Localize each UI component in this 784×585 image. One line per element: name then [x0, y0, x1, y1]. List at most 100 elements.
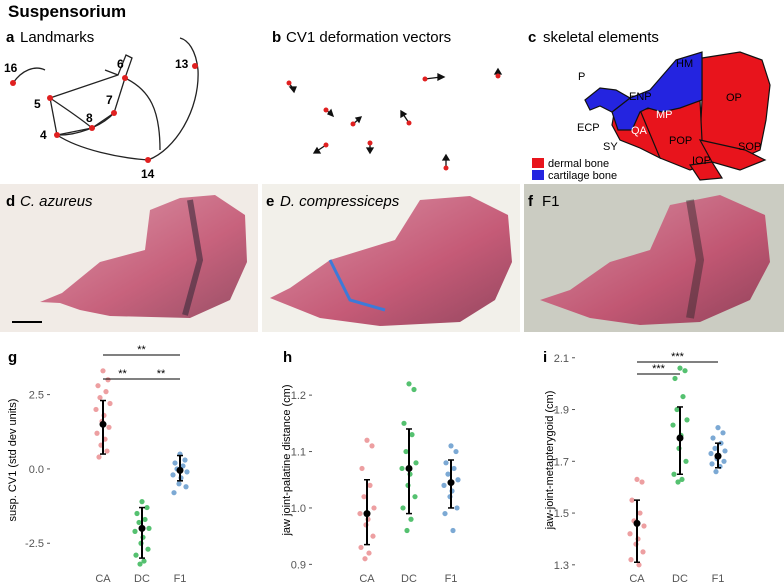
bones — [584, 51, 771, 181]
data-point — [145, 546, 151, 552]
data-point — [103, 389, 109, 395]
y-tick-label: 2.1 — [554, 353, 569, 365]
data-point — [183, 484, 189, 490]
panel-b: b CV1 deformation vectors — [272, 29, 503, 171]
x-tick-label: DC — [672, 573, 688, 585]
y-axis-title: susp. CV1 (std dev units) — [7, 399, 19, 522]
data-point — [451, 465, 457, 472]
data-point — [364, 437, 370, 443]
data-point — [132, 528, 138, 534]
significance-label: *** — [652, 363, 666, 375]
x-tick-label: F1 — [174, 573, 187, 585]
data-point — [142, 516, 148, 523]
data-point — [403, 448, 409, 455]
data-point — [401, 420, 407, 426]
x-tick-label: DC — [401, 573, 417, 585]
data-point — [107, 400, 113, 407]
data-point — [408, 516, 414, 522]
significance-label: ** — [157, 368, 166, 380]
x-tick-label: F1 — [445, 573, 458, 585]
legend-label: cartilage bone — [548, 170, 617, 182]
data-point — [636, 562, 642, 568]
panel-letter: c — [528, 29, 536, 46]
data-point — [670, 422, 676, 428]
panel-letter: d — [6, 193, 15, 210]
panel-letter: a — [6, 29, 15, 46]
panel-letter: g — [8, 349, 17, 366]
data-point — [170, 472, 176, 478]
data-point — [369, 443, 375, 449]
data-point — [104, 448, 110, 454]
data-point — [675, 479, 681, 485]
data-point — [722, 448, 728, 454]
y-tick-label: 0.9 — [291, 559, 306, 571]
x-tick-label: F1 — [712, 573, 725, 585]
data-point — [139, 499, 145, 505]
x-tick-label: CA — [95, 573, 111, 585]
data-point — [453, 448, 459, 455]
legend-swatch — [532, 170, 544, 180]
data-point — [712, 445, 718, 451]
bone-label: IOP — [692, 155, 711, 167]
data-point — [708, 450, 714, 457]
landmark-label: 6 — [117, 57, 124, 71]
data-point — [448, 443, 454, 449]
data-point — [413, 460, 419, 466]
y-tick-label: 1.3 — [554, 560, 569, 572]
specimen — [540, 195, 770, 325]
mean-point — [714, 452, 722, 460]
panel-title: Landmarks — [20, 29, 94, 46]
data-point — [406, 381, 412, 387]
data-point — [680, 393, 686, 400]
specimen — [270, 196, 512, 326]
landmark-label: 7 — [106, 93, 113, 107]
data-point — [411, 386, 417, 393]
data-point — [361, 494, 367, 500]
data-point — [404, 527, 410, 534]
panel-a: a Landmarks 16 5 4 8 7 6 13 14 — [4, 29, 199, 181]
y-tick-label: 0.0 — [29, 464, 44, 476]
panel-e: e D. compressiceps — [262, 184, 520, 332]
data-point — [442, 510, 448, 517]
landmark-label: 16 — [4, 61, 18, 75]
data-point — [184, 469, 190, 475]
outline — [12, 37, 199, 161]
data-point — [672, 375, 678, 382]
data-point — [144, 504, 150, 511]
y-tick-label: 1.2 — [291, 390, 306, 402]
bone-label: ECP — [577, 122, 600, 134]
data-point — [362, 556, 368, 562]
legend-label: dermal bone — [548, 158, 609, 170]
bone-label: OP — [726, 92, 742, 104]
charts: g susp. CV1 (std dev units) -2.5 0.0 2.5 CA DC… — [7, 344, 728, 585]
mean-point — [405, 464, 413, 472]
panel-letter: e — [266, 193, 274, 210]
data-point — [133, 552, 139, 558]
data-point — [182, 457, 188, 463]
data-point — [134, 510, 140, 517]
panel-letter: h — [283, 349, 292, 366]
data-point — [399, 465, 405, 472]
data-point — [683, 458, 689, 464]
bone-label: HM — [676, 58, 693, 70]
data-point — [176, 481, 182, 487]
data-point — [409, 432, 415, 438]
data-point — [94, 430, 100, 436]
bone-labels: HM P ENP MP QA ECP SY POP OP SOP IOP — [577, 58, 761, 167]
data-point — [100, 368, 106, 374]
data-point — [172, 460, 178, 466]
data-point — [677, 365, 683, 371]
significance-label: *** — [671, 351, 685, 363]
legend-swatch — [532, 158, 544, 168]
panel-label: F1 — [542, 193, 560, 210]
figure-title: Suspensorium — [8, 2, 126, 21]
data-point — [412, 494, 418, 500]
data-point — [634, 476, 640, 483]
data-point — [137, 561, 143, 567]
data-point — [640, 549, 646, 555]
landmark-label: 4 — [40, 128, 47, 142]
landmark-label: 5 — [34, 97, 41, 111]
data-point — [96, 454, 102, 460]
vectors — [288, 67, 503, 168]
